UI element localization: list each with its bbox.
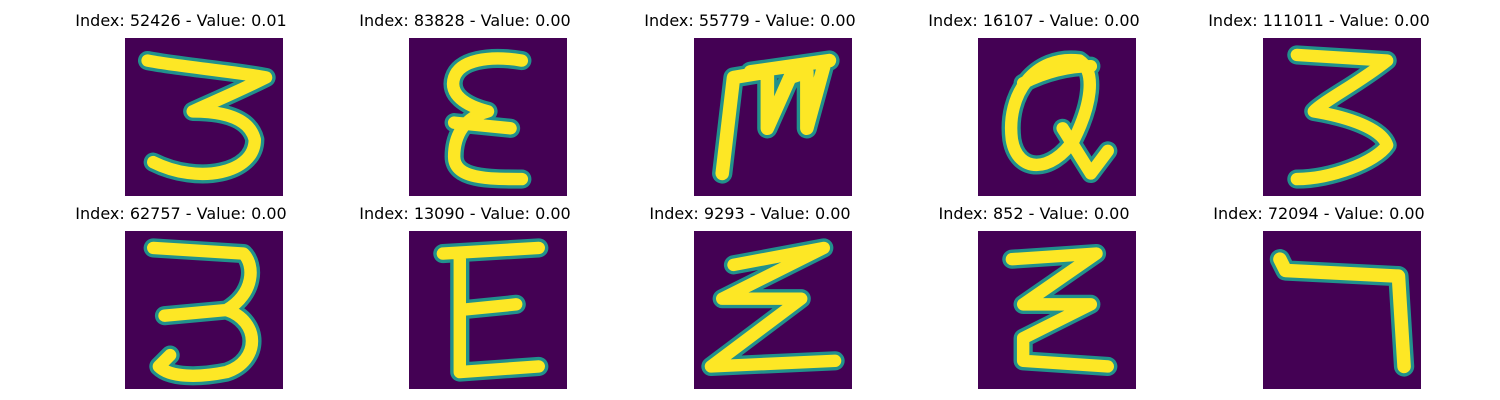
panel-title: Index: 52426 - Value: 0.01 xyxy=(75,11,287,30)
character-image xyxy=(125,231,283,389)
image-panel: Index: 852 - Value: 0.00 xyxy=(884,203,1184,393)
panel-title: Index: 13090 - Value: 0.00 xyxy=(359,204,571,223)
panel-title: Index: 72094 - Value: 0.00 xyxy=(1213,204,1425,223)
image-panel: Index: 13090 - Value: 0.00 xyxy=(315,203,615,393)
panel-title: Index: 83828 - Value: 0.00 xyxy=(359,11,571,30)
image-panel: Index: 9293 - Value: 0.00 xyxy=(600,203,900,393)
character-image xyxy=(694,38,852,196)
panel-title: Index: 9293 - Value: 0.00 xyxy=(649,204,851,223)
character-image xyxy=(694,231,852,389)
panel-title: Index: 852 - Value: 0.00 xyxy=(938,204,1130,223)
image-panel: Index: 83828 - Value: 0.00 xyxy=(315,10,615,200)
character-image xyxy=(409,231,567,389)
image-panel: Index: 62757 - Value: 0.00 xyxy=(31,203,331,393)
panel-title: Index: 16107 - Value: 0.00 xyxy=(928,11,1140,30)
character-image xyxy=(125,38,283,196)
character-image xyxy=(978,231,1136,389)
image-panel: Index: 52426 - Value: 0.01 xyxy=(31,10,331,200)
panel-title: Index: 62757 - Value: 0.00 xyxy=(75,204,287,223)
character-image xyxy=(409,38,567,196)
panel-title: Index: 111011 - Value: 0.00 xyxy=(1208,11,1430,30)
panel-title: Index: 55779 - Value: 0.00 xyxy=(644,11,856,30)
character-image xyxy=(978,38,1136,196)
image-panel: Index: 72094 - Value: 0.00 xyxy=(1169,203,1469,393)
image-panel: Index: 111011 - Value: 0.00 xyxy=(1169,10,1469,200)
character-image xyxy=(1263,231,1421,389)
image-panel: Index: 16107 - Value: 0.00 xyxy=(884,10,1184,200)
character-image xyxy=(1263,38,1421,196)
image-panel: Index: 55779 - Value: 0.00 xyxy=(600,10,900,200)
